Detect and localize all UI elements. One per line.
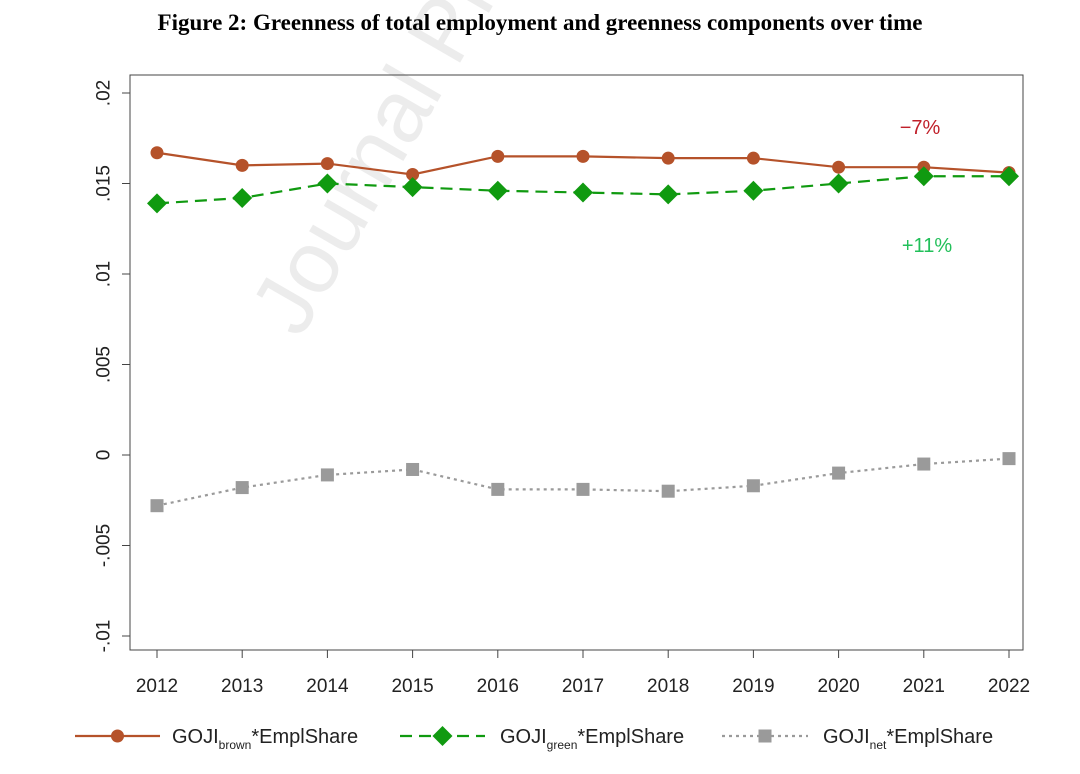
- data-point-brown: [235, 158, 249, 172]
- data-point-green: [232, 187, 253, 208]
- y-tick-label: .01: [94, 261, 115, 287]
- y-tick-label: -.01: [94, 620, 115, 653]
- annotation-green: +11%: [902, 235, 952, 257]
- data-point-brown: [576, 149, 590, 163]
- data-point-net: [917, 457, 931, 471]
- y-tick-label: 0: [94, 450, 115, 461]
- data-point-net: [832, 466, 846, 480]
- data-point-net: [150, 499, 164, 513]
- watermark: Journal Pre: [231, 0, 542, 350]
- data-point-brown: [746, 151, 760, 165]
- data-point-brown: [661, 151, 675, 165]
- series-brown: [150, 146, 1016, 181]
- data-point-net: [406, 462, 420, 476]
- data-point-net: [576, 482, 590, 496]
- data-point-green: [147, 193, 167, 214]
- y-tick-label: .02: [94, 80, 115, 106]
- data-point-green: [913, 166, 934, 187]
- data-point-net: [491, 482, 505, 496]
- data-point-net: [661, 484, 675, 498]
- legend-label-brown: GOJIbrown*EmplShare: [172, 726, 358, 752]
- x-tick-label: 2013: [221, 676, 263, 697]
- data-point-green: [999, 166, 1019, 187]
- series-line-net: [156, 457, 1010, 507]
- data-point-net: [1002, 452, 1016, 466]
- legend-item-net: GOJInet*EmplShare: [722, 726, 993, 752]
- data-point-green: [317, 173, 338, 194]
- annotation-brown: −7%: [900, 117, 941, 139]
- series-green: [147, 166, 1019, 214]
- series-net: [150, 452, 1016, 513]
- data-point-brown: [491, 149, 505, 163]
- x-tick-label: 2021: [903, 676, 945, 697]
- data-point-brown: [150, 146, 164, 160]
- data-point-net: [746, 479, 760, 493]
- plot-frame: [129, 74, 1024, 651]
- data-point-green: [743, 180, 764, 201]
- data-point-brown: [320, 157, 334, 171]
- legend-marker-net: [758, 729, 772, 743]
- x-tick-label: 2015: [391, 676, 433, 697]
- legend-marker-brown: [111, 729, 124, 743]
- data-point-green: [402, 177, 423, 198]
- data-point-green: [487, 180, 508, 201]
- y-tick-label: .005: [94, 346, 115, 383]
- x-tick-label: 2019: [732, 676, 774, 697]
- legend-marker-green: [432, 726, 453, 746]
- y-tick-label: -.005: [94, 524, 115, 567]
- x-tick-label: 2017: [562, 676, 604, 697]
- legend-item-brown: GOJIbrown*EmplShare: [75, 726, 358, 752]
- legend-label-net: GOJInet*EmplShare: [823, 726, 993, 752]
- x-tick-label: 2020: [817, 676, 859, 697]
- x-tick-label: 2016: [477, 676, 519, 697]
- legend-label-green: GOJIgreen*EmplShare: [500, 726, 684, 752]
- legend-item-green: GOJIgreen*EmplShare: [400, 726, 684, 752]
- x-tick-label: 2012: [136, 676, 178, 697]
- data-point-net: [320, 468, 334, 482]
- y-tick-label: .015: [94, 165, 115, 202]
- data-point-brown: [832, 160, 846, 174]
- data-point-net: [235, 481, 249, 495]
- x-tick-label: 2014: [306, 676, 349, 697]
- data-point-green: [658, 184, 679, 205]
- data-point-green: [573, 182, 593, 203]
- x-tick-label: 2022: [988, 676, 1030, 697]
- chart-title: Figure 2: Greenness of total employment …: [157, 10, 923, 35]
- data-point-green: [828, 173, 849, 194]
- data-point-brown: [406, 167, 420, 181]
- x-tick-label: 2018: [647, 676, 689, 697]
